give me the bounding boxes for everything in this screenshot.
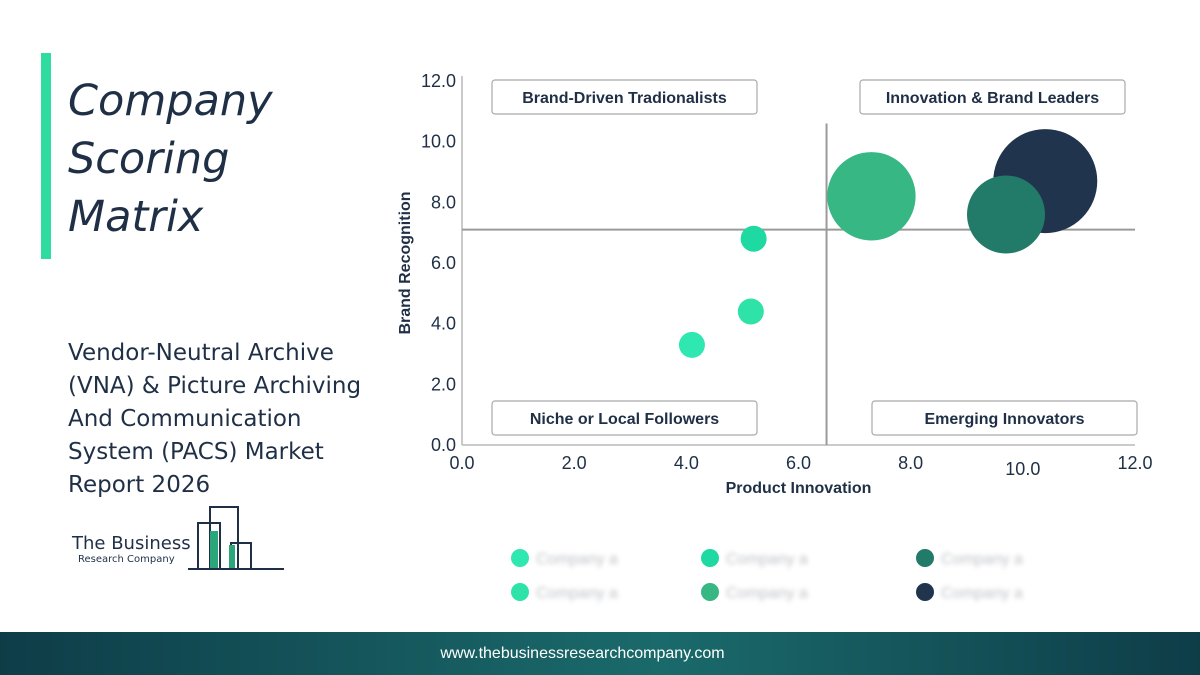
x-tick-label: 0.0: [449, 453, 474, 473]
legend-label: Company a: [536, 585, 618, 602]
y-tick-label: 4.0: [431, 314, 456, 334]
quadrant-label-box: [859, 79, 1126, 115]
legend-label: Company a: [536, 551, 618, 568]
y-axis-title: Brand Recognition: [397, 191, 414, 334]
legend-label: Company a: [726, 585, 808, 602]
report-subtitle: Vendor-Neutral Archive (VNA) & Picture A…: [68, 340, 362, 498]
y-tick-label: 0.0: [431, 435, 456, 455]
quadrant-label: Brand-Driven Tradionalists: [522, 90, 727, 107]
footer-url-link[interactable]: www.thebusinessresearchcompany.com: [440, 644, 725, 662]
company-bubble: [967, 175, 1046, 254]
x-tick-label: 6.0: [786, 453, 811, 473]
quadrant-label-box: [491, 400, 758, 436]
x-tick-label: 10.0: [1005, 459, 1040, 479]
x-tick-label: 12.0: [1117, 453, 1152, 473]
x-axis-title: Product Innovation: [726, 480, 872, 497]
x-tick-label: 2.0: [562, 453, 587, 473]
logo-subtitle: Research Company: [78, 554, 175, 565]
company-logo: The Business Research Company: [70, 505, 290, 575]
footer-bar: www.thebusinessresearchcompany.com: [0, 632, 1200, 675]
y-tick-label: 6.0: [431, 253, 456, 273]
legend-marker: [701, 549, 719, 567]
logo-bars-icon: [188, 506, 284, 570]
legend-marker: [701, 583, 719, 601]
x-tick-label: 4.0: [674, 453, 699, 473]
scoring-matrix-chart: 0.0 2.0 4.0 6.0 8.0 10.0 12.0 0.0 2.0 4.0 6.0 8.0 10…: [397, 71, 1153, 602]
y-tick-label: 12.0: [421, 71, 456, 91]
accent-bar: [41, 53, 51, 259]
legend-label: Company a: [941, 585, 1023, 602]
legend-marker: [511, 549, 529, 567]
legend-marker: [511, 583, 529, 601]
quadrant-label-box: [491, 79, 758, 115]
legend-marker: [916, 549, 934, 567]
logo-name: The Business: [72, 533, 191, 554]
legend-label: Company a: [726, 551, 808, 568]
y-tick-label: 2.0: [431, 374, 456, 394]
y-tick-label: 10.0: [421, 132, 456, 152]
y-tick-label: 8.0: [431, 192, 456, 212]
x-tick-label: 8.0: [898, 453, 923, 473]
company-bubble: [827, 152, 916, 241]
company-bubble: [737, 298, 764, 325]
quadrant-label: Niche or Local Followers: [530, 411, 719, 428]
company-bubble: [740, 225, 767, 252]
quadrant-label-box: [871, 400, 1138, 436]
legend-label: Company a: [941, 551, 1023, 568]
quadrant-label: Emerging Innovators: [924, 411, 1084, 428]
page-title: Company Scoring Matrix: [68, 76, 273, 242]
quadrant-label: Innovation & Brand Leaders: [886, 90, 1099, 107]
legend-marker: [916, 583, 934, 601]
company-bubble: [678, 331, 705, 358]
